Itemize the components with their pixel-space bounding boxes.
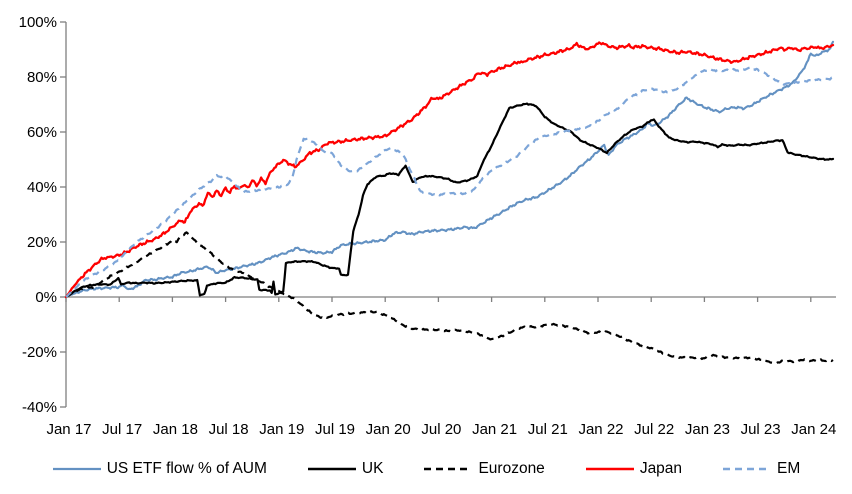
x-axis-tick-label: Jan 18 [153,421,198,438]
y-axis-tick-label: 20% [27,234,57,251]
series-line-us [64,40,835,299]
y-axis-tick-label: 60% [27,124,57,141]
x-axis-tick-label: Jul 21 [528,421,568,438]
chart-axes [60,21,836,408]
series-line-em [65,66,834,298]
legend-label-uk: UK [361,460,384,477]
legend-item-eurozone: Eurozone [423,460,545,478]
chart-axis-labels: 100% 80% 60% 40% 20% 0% -20% -40% Jan 17 Jul 17 Ja… [19,14,837,438]
y-axis-tick-label: 40% [27,179,57,196]
x-axis-tick-label: Jul 18 [209,421,249,438]
x-axis-tick-label: Jul 22 [634,421,674,438]
legend-line-uk [307,467,356,471]
legend-item-us: US ETF flow % of AUM [52,460,267,478]
x-axis-tick-label: Jan 24 [791,421,836,438]
x-axis-tick-label: Jan 21 [472,421,517,438]
series-line-japan [64,41,835,299]
y-axis-tick-label: 0% [35,289,57,306]
x-axis-tick-label: Jan 19 [259,421,304,438]
legend-line-eurozone [424,467,473,471]
legend-item-japan: Japan [585,460,682,478]
x-axis-tick-label: Jan 20 [366,421,411,438]
legend-line-em [723,467,772,471]
x-axis-tick-label: Jan 17 [46,421,91,438]
y-axis-tick-label: 100% [19,14,57,31]
y-axis-tick-label: -40% [22,399,57,416]
chart-legend: US ETF flow % of AUM UK Eurozone Japan EM [0,453,852,485]
y-axis-tick-label: 80% [27,69,57,86]
legend-item-em: EM [722,460,800,478]
legend-label-eurozone: Eurozone [478,460,545,477]
series-line-eurozone [65,231,834,365]
legend-line-japan [585,467,634,471]
legend-label-us: US ETF flow % of AUM [106,460,267,477]
x-axis-tick-label: Jul 17 [102,421,142,438]
chart-series [64,40,835,365]
y-axis-tick-label: -20% [22,344,57,361]
x-axis-tick-label: Jan 23 [685,421,730,438]
legend-label-em: EM [777,460,801,477]
x-axis-tick-label: Jan 22 [578,421,623,438]
series-line-uk [64,102,835,299]
legend-line-us [52,467,101,471]
legend-label-japan: Japan [639,460,683,477]
x-axis-tick-label: Jul 23 [741,421,781,438]
legend-item-uk: UK [307,460,384,478]
x-axis-tick-label: Jul 20 [421,421,461,438]
x-axis-tick-label: Jul 19 [315,421,355,438]
